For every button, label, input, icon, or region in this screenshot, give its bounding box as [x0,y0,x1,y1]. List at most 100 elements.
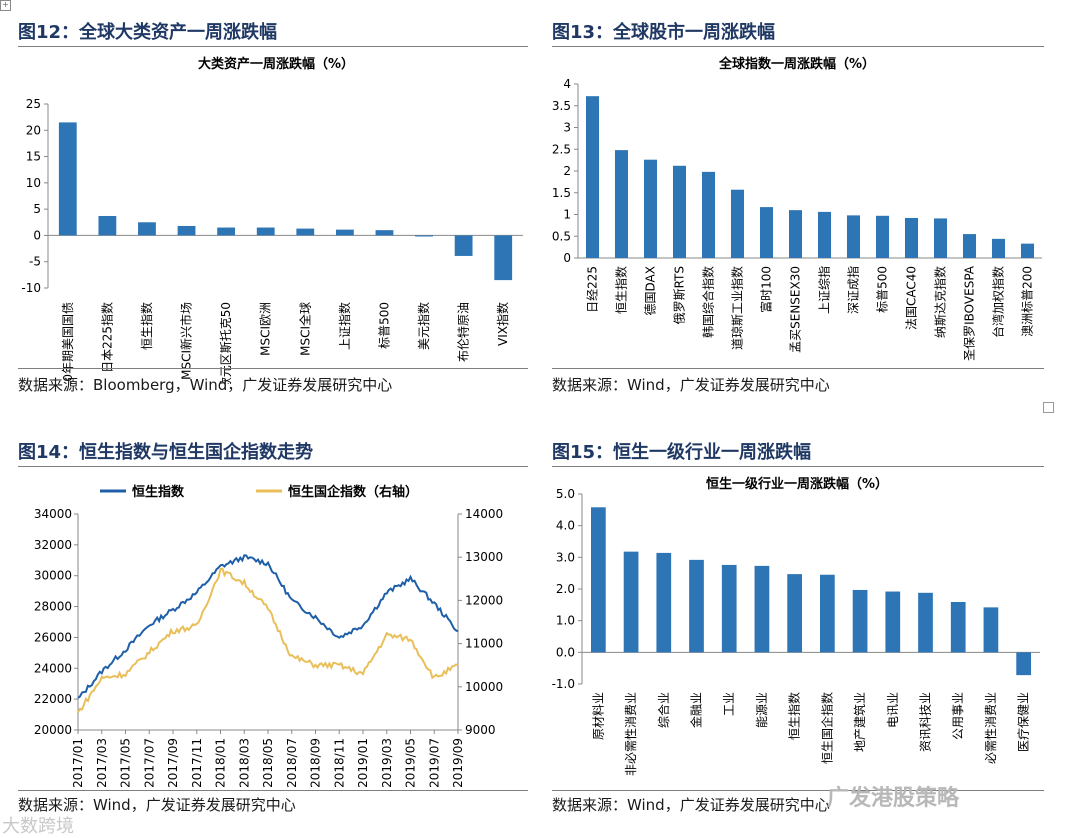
fig14-y-tick-label: 32000 [34,538,72,552]
fig13-bar [1020,243,1035,258]
fig13-x-tick-label: 深证成指 [846,266,861,314]
fig15-chart: 恒生一级行业一周涨跌幅（%） -1.0 0.0 1.0 2.0 3.0 4.0 5.0 原材料业… [552,476,1040,776]
fig13-chart: 全球指数一周涨跌幅（%） 0 0.5 1 1.5 2 2.5 3 3.5 4 日经225 恒生指数 德国… [552,56,1042,361]
fig13-y-tick-label: 2 [563,164,571,178]
fig13-bar [846,215,861,258]
fig12-x-tick-label: 布伦特原油 [456,302,471,362]
fig12-bar [415,235,433,237]
panel-fig15: 图15：恒生一级行业一周涨跌幅 恒生一级行业一周涨跌幅（%） -1.0 0.0 1.0… [552,438,1044,828]
fig14-x-tick-label: 2018/09 [309,738,323,788]
fig14-x-tick-label: 2018/03 [237,738,251,788]
fig12-x-tick-label: MSCI欧洲 [259,302,273,356]
fig13-y-tick-label: 0.5 [552,229,571,243]
fig12-x-tick-label: VIX指数 [495,302,510,346]
fig14-series-line [77,567,459,713]
fig15-bar [885,591,901,653]
fig14-x-tick-label: 2017/05 [119,738,133,788]
fig12-x-tick-label: 10年期美国国债 [61,302,75,384]
fig15-bar [983,607,999,653]
fig15-x-tick-label: 必需性消费业 [984,692,998,764]
fig15-x-tick-label: 金融业 [689,692,704,728]
fig14-x-tick-label: 2019/01 [356,738,370,788]
fig15-bar [754,565,770,653]
fig14-y2-tick-label: 10000 [465,680,503,694]
fig15-y-tick-label: 3.0 [556,550,575,564]
fig12-source: 数据来源：Bloomberg，Wind，广发证券发展研究中心 [18,376,393,394]
fig13-x-tick-label: 恒生指数 [614,266,629,314]
watermark-brand: 广发港股策略 [827,786,960,811]
fig12-x-tick-label: 标普500 [377,302,391,349]
fig12-y-tick-label: 5 [33,202,41,216]
fig14-x-tick-label: 2018/11 [332,738,346,788]
fig15-y-tick-label: -1.0 [552,677,575,691]
fig14-x-tick-label: 2017/09 [166,738,180,788]
fig13-source-rule [552,368,1044,369]
fig15-bar [623,551,639,653]
fig13-y-tick-label: 3.5 [552,99,571,113]
fig13-x-tick-label: 标普500 [876,266,890,313]
fig13-x-tick-label: 法国CAC40 [905,266,919,330]
fig12-y-tick-label: 0 [33,228,41,242]
fig12-bar [256,227,275,236]
fig13-title: 图13：全球股市一周涨跌幅 [552,22,776,43]
fig14-x-tick-label: 2018/01 [214,738,228,788]
fig15-y-tick-label: 5.0 [556,487,575,501]
fig12-title-rule [18,46,528,47]
fig13-bar [788,210,803,258]
fig14-series-line [77,554,459,699]
fig15-x-tick-label: 能源业 [755,692,769,728]
fig13-y-tick-label: 2.5 [552,142,571,156]
fig13-x-tick-label: 孟买SENSEX30 [789,266,803,353]
fig15-source-rule [552,790,1044,791]
fig13-x-tick-label: 日经225 [586,266,600,313]
fig13-x-tick-label: 上证综指 [817,266,832,314]
fig14-legend-label: 恒生指数 [132,484,185,500]
fig13-bar [817,211,832,258]
fig12-x-tick-label: 上证指数 [337,302,352,350]
checkbox-icon [1043,402,1054,413]
fig15-x-tick-label: 工业 [722,692,736,716]
fig12-source-rule [18,368,528,369]
fig13-bar [614,150,629,258]
fig13-bar [962,234,977,258]
fig13-bar [904,217,919,258]
fig15-bar [590,507,606,653]
watermark-site: 大数跨境 [2,816,74,837]
fig14-y-tick-label: 20000 [34,723,72,737]
fig14-x-tick-label: 2018/07 [285,738,299,788]
fig13-x-tick-label: 富时100 [759,266,774,313]
fig14-x-tick-label: 2017/03 [95,738,109,788]
fig13-bar [933,218,948,258]
fig12-chart: 大类资产一周涨跌幅（%） -10 -5 0 5 10 15 20 25 10年期美国国债 日本225… [21,56,523,384]
fig14-y2-tick-label: 14000 [465,507,503,521]
fig12-x-tick-label: MSCI新兴市场 [179,302,194,380]
fig15-bar [852,589,868,653]
fig15-bar [689,559,704,653]
fig13-x-tick-label: 台湾加权指数 [991,266,1006,338]
fig13-y-tick-label: 3 [563,121,571,135]
fig14-x-tick-label: 2019/09 [451,738,465,788]
fig12-x-tick-label: 恒生指数 [139,302,154,350]
fig12-title: 图12：全球大类资产一周涨跌幅 [18,22,278,43]
fig15-bar [950,601,966,653]
fig13-y-tick-label: 1.5 [552,186,571,200]
fig15-bar [819,574,835,653]
fig13-chart-title: 全球指数一周涨跌幅（%） [718,56,875,72]
fig14-y2-tick-label: 11000 [465,637,503,651]
fig14-y-tick-label: 28000 [34,600,72,614]
fig15-title: 图15：恒生一级行业一周涨跌幅 [552,442,812,463]
fig15-x-tick-label: 原材料业 [591,692,605,740]
fig15-x-tick-label: 医疗保健业 [1017,692,1031,752]
fig12-bar [494,235,513,281]
fig15-x-tick-label: 恒生指数 [787,692,802,740]
fig12-y-tick-label: -10 [21,281,41,295]
fig15-bar [656,552,672,653]
fig12-bar [375,230,394,236]
fig15-y-tick-label: 4.0 [556,519,575,533]
panel-fig12: 图12：全球大类资产一周涨跌幅 大类资产一周涨跌幅（%） -10 -5 0 5 10 15 2… [18,18,528,398]
fig13-bar [875,215,890,258]
fig12-y-tick-label: -5 [29,255,41,269]
anchor-icon: + [0,0,11,11]
fig13-x-tick-label: 德国DAX [643,266,658,315]
fig12-y-tick-label: 25 [26,97,41,111]
